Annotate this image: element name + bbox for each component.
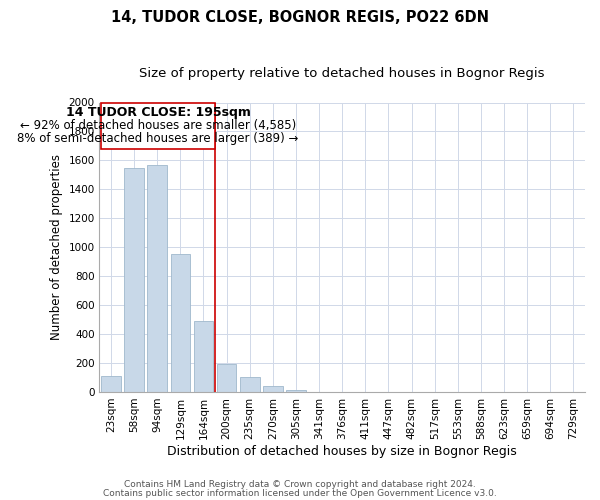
Title: Size of property relative to detached houses in Bognor Regis: Size of property relative to detached ho…: [139, 68, 545, 80]
Text: 8% of semi-detached houses are larger (389) →: 8% of semi-detached houses are larger (3…: [17, 132, 299, 145]
Bar: [240, 378, 260, 392]
Bar: [101, 102, 215, 149]
Bar: [263, 386, 283, 392]
Bar: [124, 168, 144, 392]
Text: Contains public sector information licensed under the Open Government Licence v3: Contains public sector information licen…: [103, 489, 497, 498]
Y-axis label: Number of detached properties: Number of detached properties: [50, 154, 63, 340]
X-axis label: Distribution of detached houses by size in Bognor Regis: Distribution of detached houses by size …: [167, 444, 517, 458]
Bar: [286, 390, 306, 392]
Bar: [194, 321, 214, 392]
Bar: [217, 364, 236, 392]
Text: ← 92% of detached houses are smaller (4,585): ← 92% of detached houses are smaller (4,…: [20, 119, 296, 132]
Text: Contains HM Land Registry data © Crown copyright and database right 2024.: Contains HM Land Registry data © Crown c…: [124, 480, 476, 489]
Text: 14 TUDOR CLOSE: 195sqm: 14 TUDOR CLOSE: 195sqm: [66, 106, 251, 120]
Bar: [170, 254, 190, 392]
Bar: [101, 376, 121, 392]
Bar: [148, 164, 167, 392]
Text: 14, TUDOR CLOSE, BOGNOR REGIS, PO22 6DN: 14, TUDOR CLOSE, BOGNOR REGIS, PO22 6DN: [111, 10, 489, 25]
